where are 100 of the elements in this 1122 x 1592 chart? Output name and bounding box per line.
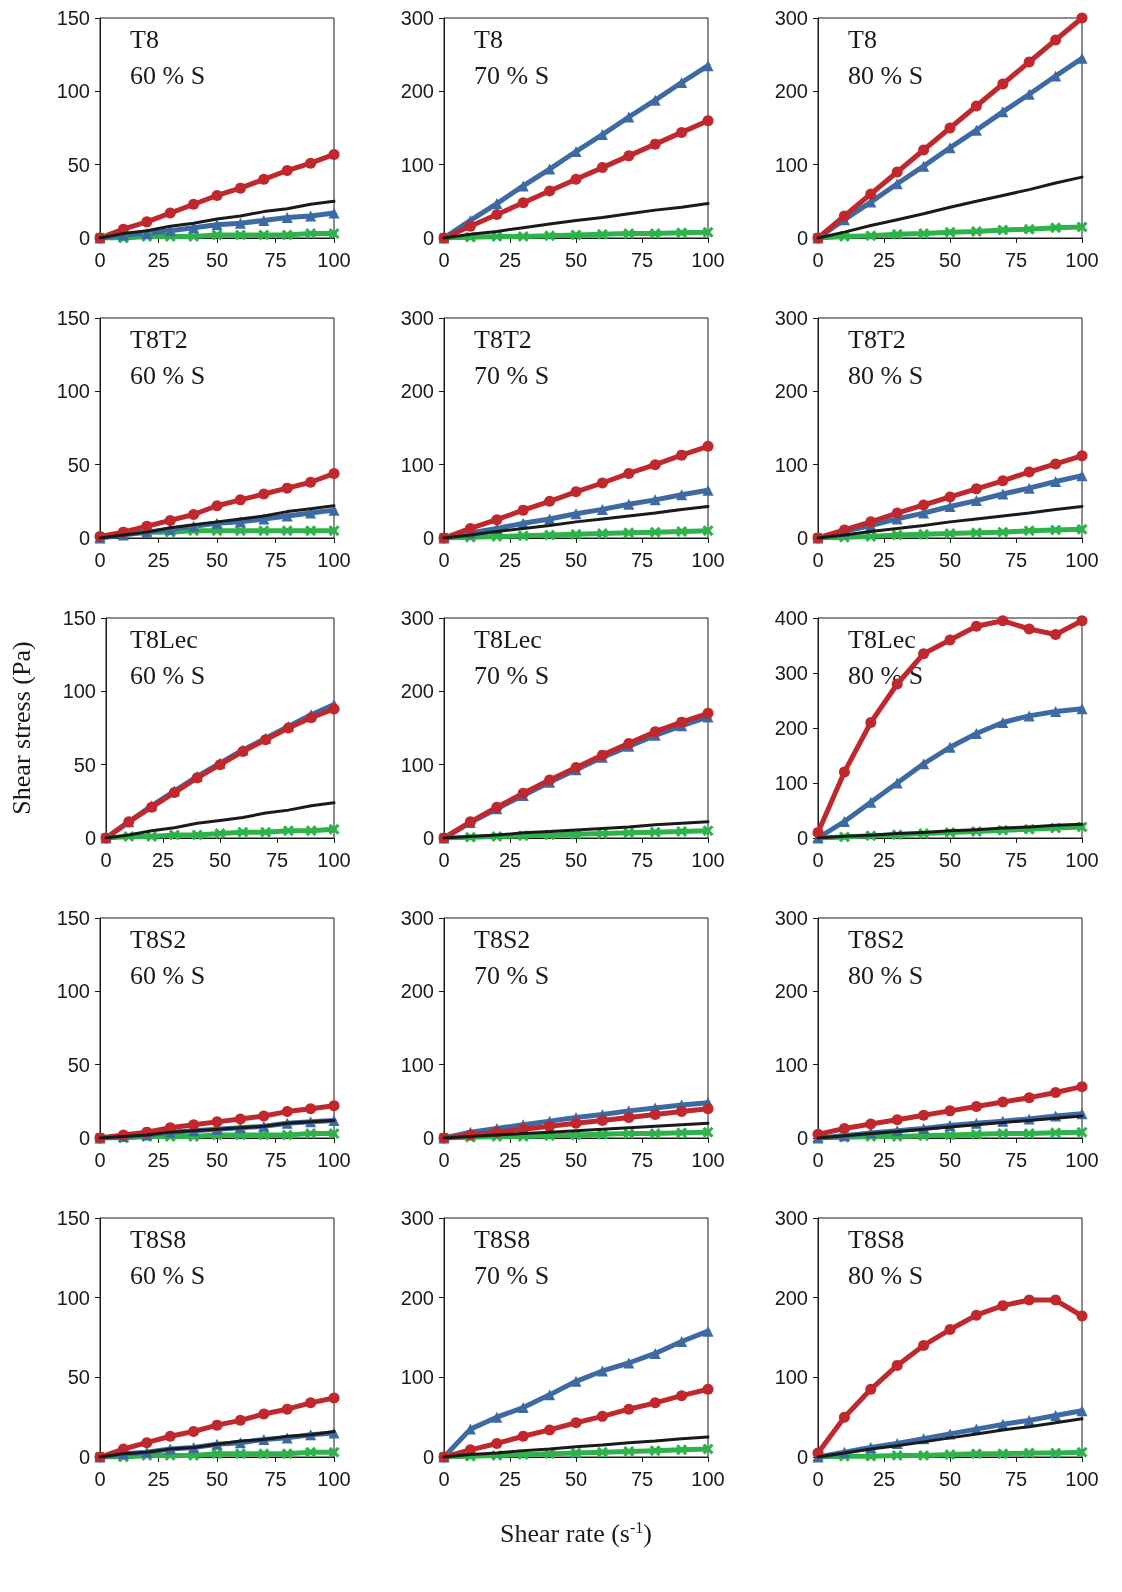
x-tick-label: 75 — [1004, 849, 1028, 871]
point — [328, 1128, 340, 1140]
point — [997, 106, 1009, 118]
point — [544, 529, 556, 541]
point — [188, 198, 200, 210]
point — [702, 60, 714, 72]
point — [328, 703, 340, 715]
point — [838, 1411, 850, 1423]
point — [258, 173, 270, 185]
y-tick-label: 100 — [56, 380, 90, 403]
point — [702, 1443, 714, 1455]
annotation: T8T2 — [848, 324, 906, 354]
annotation: T8T2 — [130, 324, 188, 354]
point — [702, 1103, 714, 1115]
point — [258, 229, 270, 241]
y-tick-label: 0 — [796, 1127, 808, 1149]
point — [891, 1114, 903, 1126]
annotation: 60 % S — [130, 360, 206, 390]
x-tick-label: 0 — [438, 849, 450, 871]
x-tick-label: 50 — [205, 1468, 229, 1490]
point — [970, 100, 982, 112]
x-tick-label: 75 — [264, 1149, 287, 1171]
point — [570, 1117, 582, 1129]
point — [918, 228, 930, 240]
y-tick-label: 50 — [67, 453, 90, 476]
y-tick-label: 0 — [796, 827, 808, 849]
x-tick-label: 25 — [872, 249, 896, 271]
y-tick-label: 150 — [56, 307, 90, 329]
y-tick-label: 300 — [774, 307, 808, 329]
point — [623, 228, 635, 240]
point — [997, 1128, 1009, 1140]
point — [596, 503, 608, 515]
x-tick-label: 50 — [564, 849, 588, 871]
y-tick-label: 100 — [62, 680, 96, 703]
point — [305, 228, 317, 240]
annotation: 70 % S — [474, 1260, 550, 1290]
point — [164, 207, 176, 219]
point — [918, 528, 930, 540]
point — [702, 115, 714, 127]
point — [146, 831, 158, 843]
x-tick-label: 50 — [205, 1149, 229, 1171]
point — [1076, 523, 1088, 535]
y-tick-label: 100 — [774, 1366, 808, 1389]
point — [164, 514, 176, 526]
point — [1023, 1092, 1035, 1104]
point — [211, 219, 223, 231]
point — [328, 525, 340, 537]
point — [544, 230, 556, 242]
annotation: 60 % S — [130, 60, 206, 90]
point — [676, 227, 688, 239]
point — [838, 766, 850, 778]
y-tick-label: 0 — [78, 227, 90, 249]
point — [305, 157, 317, 169]
annotation: 70 % S — [474, 660, 550, 690]
point — [214, 828, 226, 840]
y-tick-label: 50 — [73, 753, 96, 776]
point — [891, 166, 903, 178]
point — [1076, 1405, 1088, 1417]
point — [891, 228, 903, 240]
x-tick-label: 100 — [691, 1468, 725, 1490]
x-tick-label: 25 — [498, 1468, 522, 1490]
y-tick-label: 100 — [56, 980, 90, 1003]
point — [328, 1100, 340, 1112]
point — [596, 1114, 608, 1126]
point — [1076, 1081, 1088, 1093]
y-tick-label: 100 — [56, 80, 90, 103]
point — [1050, 1294, 1062, 1306]
point — [1023, 56, 1035, 68]
point — [702, 226, 714, 238]
y-tick-label: 0 — [796, 527, 808, 549]
point — [970, 620, 982, 632]
point — [944, 1449, 956, 1461]
x-tick-label: 75 — [630, 1468, 654, 1490]
point — [997, 1448, 1009, 1460]
point — [570, 1375, 582, 1387]
point — [865, 1118, 877, 1130]
x-tick-label: 0 — [812, 849, 824, 871]
point — [234, 1113, 246, 1125]
point — [891, 529, 903, 541]
point — [491, 209, 503, 221]
point — [544, 1389, 556, 1401]
point — [970, 1309, 982, 1321]
point — [649, 494, 661, 506]
x-tick-label: 50 — [938, 249, 962, 271]
point — [596, 1365, 608, 1377]
point — [623, 1403, 635, 1415]
point — [1050, 1447, 1062, 1459]
point — [649, 1128, 661, 1140]
x-tick-label: 25 — [498, 249, 522, 271]
point — [544, 185, 556, 197]
point — [258, 214, 270, 226]
point — [596, 477, 608, 489]
x-tick-label: 25 — [147, 1149, 170, 1171]
point — [234, 217, 246, 229]
point — [570, 173, 582, 185]
point — [944, 122, 956, 134]
point — [305, 476, 317, 488]
point — [702, 440, 714, 452]
point — [1076, 703, 1088, 715]
point — [1076, 1310, 1088, 1322]
